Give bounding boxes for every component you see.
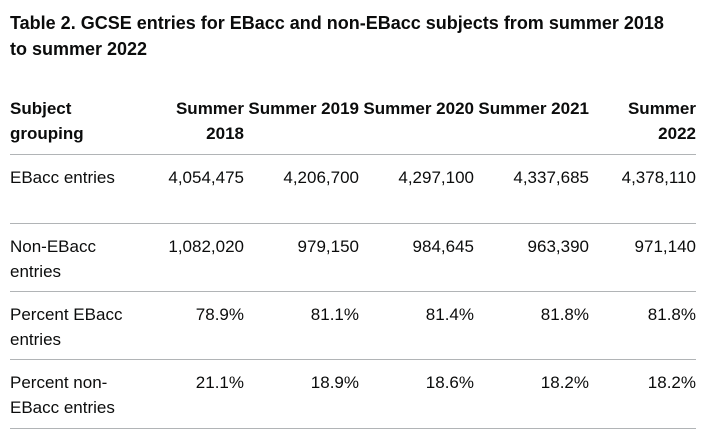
table-cell: 971,140 (589, 223, 696, 292)
row-label: Non-EBacc entries (10, 223, 148, 292)
table-cell: 4,206,700 (244, 154, 359, 224)
table-cell: 979,150 (244, 223, 359, 292)
table-cell: 18.9% (244, 359, 359, 429)
table-cell: 963,390 (474, 223, 589, 292)
table-row: Percent non-EBacc entries 21.1% 18.9% 18… (10, 359, 696, 429)
table-cell: 4,378,110 (589, 154, 696, 224)
table-cell: 18.6% (359, 359, 474, 429)
table-cell: 984,645 (359, 223, 474, 292)
table-cell: 1,082,020 (148, 223, 244, 292)
table-cell: 81.8% (474, 291, 589, 360)
header-summer-2018: Summer 2018 (148, 92, 244, 155)
table-header: Subject grouping Summer 2018 Summer 2019… (10, 92, 696, 155)
table-cell: 78.9% (148, 291, 244, 360)
table-row: Percent EBacc entries 78.9% 81.1% 81.4% … (10, 291, 696, 360)
table-cell: 81.4% (359, 291, 474, 360)
table-cell: 81.1% (244, 291, 359, 360)
row-label: Percent EBacc entries (10, 291, 148, 360)
header-row: Subject grouping Summer 2018 Summer 2019… (10, 92, 696, 155)
header-summer-2022: Summer 2022 (589, 92, 696, 155)
table-cell: 81.8% (589, 291, 696, 360)
table-cell: 4,297,100 (359, 154, 474, 224)
header-summer-2019: Summer 2019 (244, 92, 359, 155)
row-label: Percent non-EBacc entries (10, 359, 148, 429)
table-row: EBacc entries 4,054,475 4,206,700 4,297,… (10, 154, 696, 224)
table-cell: 4,337,685 (474, 154, 589, 224)
header-subject-grouping: Subject grouping (10, 92, 148, 155)
header-summer-2021: Summer 2021 (474, 92, 589, 155)
table-cell: 18.2% (589, 359, 696, 429)
table-cell: 21.1% (148, 359, 244, 429)
table-title: Table 2. GCSE entries for EBacc and non-… (10, 13, 664, 59)
row-label: EBacc entries (10, 154, 148, 224)
table-row: Non-EBacc entries 1,082,020 979,150 984,… (10, 223, 696, 292)
table-body: EBacc entries 4,054,475 4,206,700 4,297,… (10, 154, 696, 429)
table-cell: 4,054,475 (148, 154, 244, 224)
table-cell: 18.2% (474, 359, 589, 429)
header-summer-2020: Summer 2020 (359, 92, 474, 155)
gcse-entries-table: Subject grouping Summer 2018 Summer 2019… (10, 92, 696, 429)
